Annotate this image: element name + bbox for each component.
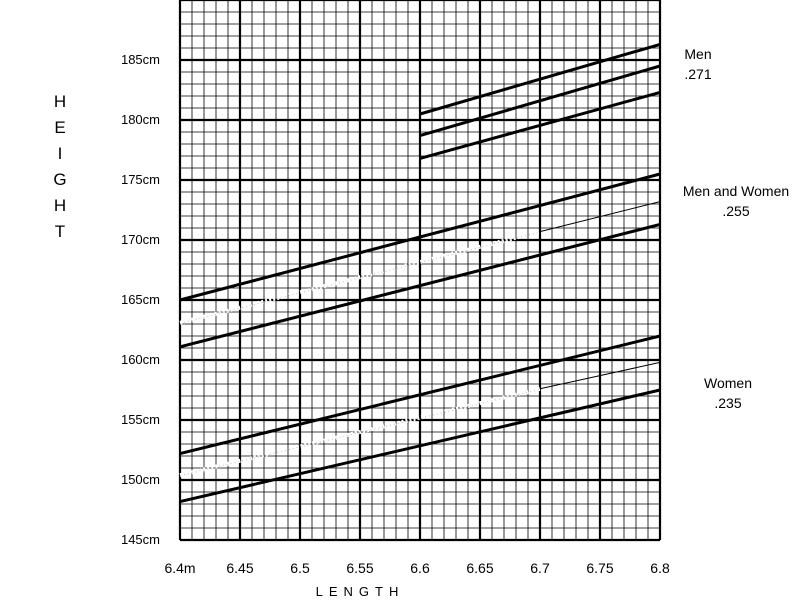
y-tick-label: 155cm [120, 412, 160, 427]
y-axis-label-letter: H [53, 92, 67, 111]
minor-gridlines [180, 0, 660, 540]
legend-men-and-women-label: Men and Women [682, 183, 790, 199]
y-tick-label: 160cm [120, 352, 160, 367]
series-women-middle-line-trace [179, 388, 541, 477]
x-tick-label: 6.45 [226, 560, 254, 576]
y-axis-label-letter: T [54, 222, 66, 241]
series-women-upper-line [179, 334, 661, 456]
series-women-lower-line [179, 388, 661, 504]
series-men-and-women-middle-line [539, 201, 661, 233]
legend-men: Men .271 [668, 44, 728, 84]
series-men-and-women-middle-line [179, 229, 541, 325]
y-tick-label: 180cm [120, 112, 160, 127]
legend-men-and-women-coefficient: .255 [722, 203, 750, 219]
y-axis-label-letter: H [53, 196, 67, 215]
series-lines [179, 42, 661, 504]
legend-men-label: Men [684, 46, 712, 62]
x-tick-label: 6.4m [164, 560, 196, 576]
series-men-and-women-lower-line [179, 222, 661, 349]
x-tick-label: 6.75 [586, 560, 614, 576]
legend-men-coefficient: .271 [684, 66, 712, 82]
y-tick-label: 185cm [120, 52, 160, 67]
x-tick-label: 6.5 [290, 560, 310, 576]
y-axis-label-letter: E [54, 118, 66, 137]
series-men-lower-line [419, 90, 661, 160]
y-tick-label: 175cm [120, 172, 160, 187]
legend-men-and-women: Men and Women .255 [672, 181, 800, 221]
y-tick-label: 150cm [120, 472, 160, 487]
series-women-middle-line [539, 361, 661, 390]
y-tick-label: 170cm [120, 232, 160, 247]
y-axis-label-letter: G [53, 170, 67, 189]
x-tick-label: 6.6 [410, 560, 430, 576]
x-tick-label: 6.8 [650, 560, 670, 576]
series-men-and-women-upper-line [179, 172, 661, 302]
x-axis-label: LENGTH [315, 584, 405, 599]
legend-women-label: Women [704, 375, 752, 391]
series-men-upper-line [419, 42, 661, 116]
x-tick-label: 6.7 [530, 560, 550, 576]
x-tick-label: 6.55 [346, 560, 374, 576]
y-axis-label-letter: I [57, 144, 63, 163]
y-tick-label: 145cm [120, 532, 160, 547]
x-tick-label: 6.65 [466, 560, 494, 576]
major-gridlines [178, 0, 662, 542]
legend-women: Women .235 [692, 373, 764, 413]
legend-women-coefficient: .235 [714, 395, 742, 411]
y-tick-label: 165cm [120, 292, 160, 307]
series-men-middle-line [419, 64, 661, 138]
